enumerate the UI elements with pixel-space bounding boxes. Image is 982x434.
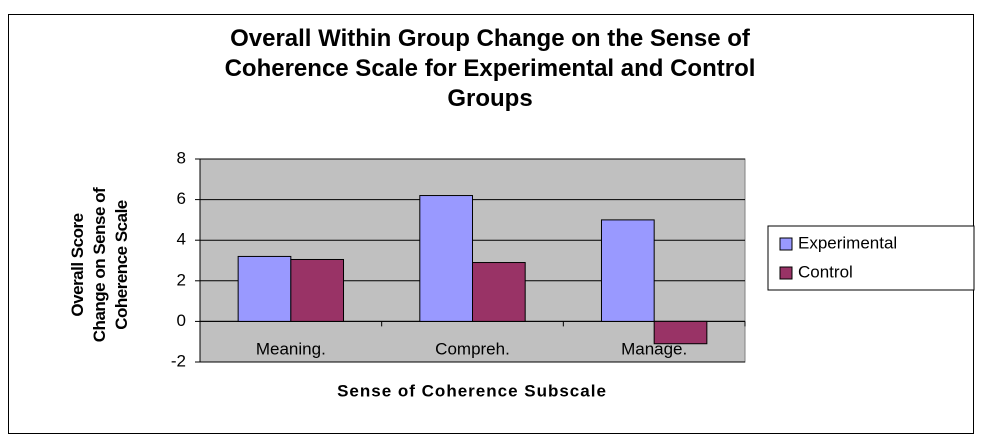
x-axis-title: Sense of Coherence Subscale (337, 381, 607, 400)
x-tick-label: Manage. (621, 339, 687, 358)
x-tick-label: Compreh. (435, 339, 510, 358)
chart: -2 0 2 4 6 8 Meaning. Compreh. Manage. Sense of C… (171, 148, 975, 400)
bar (653, 320, 708, 345)
y-tick-label: 0 (177, 311, 186, 330)
x-tick-label: Meaning. (256, 339, 326, 358)
legend-swatch (779, 237, 793, 251)
legend-label: Control (798, 262, 853, 281)
bar (472, 262, 526, 322)
bar (419, 195, 474, 322)
legend-box (767, 225, 975, 291)
y-tick-label: 6 (177, 189, 186, 208)
legend-label: Experimental (798, 233, 897, 252)
bar (237, 255, 292, 322)
y-tick-label: 8 (177, 148, 186, 167)
legend-swatch (779, 266, 793, 280)
page: {"chart_data": {"type": "bar", "title": … (8, 14, 975, 434)
bar (600, 219, 655, 322)
y-tick-label: 4 (177, 230, 186, 249)
chart-title: Overall Within Group Change on the Sense… (224, 25, 756, 112)
y-tick-label: 2 (177, 270, 186, 289)
bar (290, 258, 345, 322)
y-tick-label: -2 (171, 351, 186, 370)
